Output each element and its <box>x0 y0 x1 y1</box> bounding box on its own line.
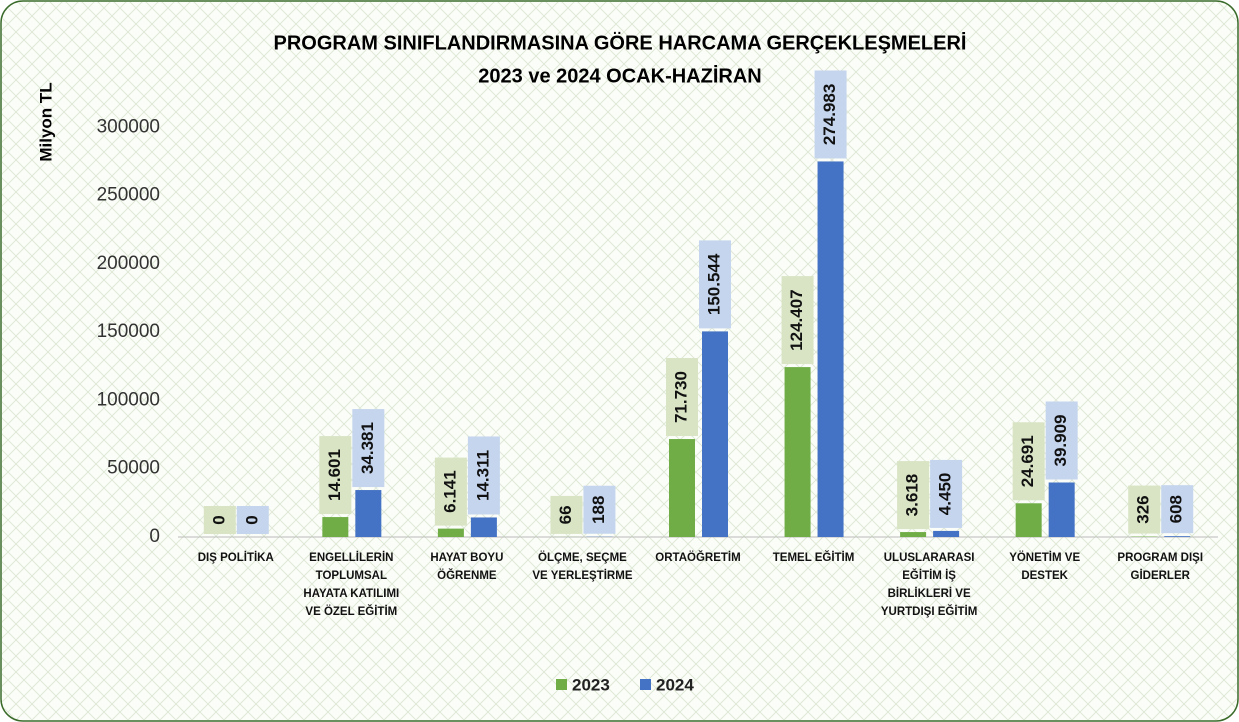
value-label: 0 <box>242 515 261 524</box>
value-label-box <box>897 461 930 530</box>
x-tick-label: ULUSLARARASI EĞİTİM İŞ BİRLİKLERİ VE YUR… <box>880 552 978 618</box>
chart-subtitle: 2023 ve 2024 OCAK-HAZİRAN <box>478 64 761 87</box>
legend-label: 2024 <box>656 675 694 694</box>
value-label: 66 <box>556 505 575 524</box>
y-tick-label: 300000 <box>97 116 160 137</box>
value-label: 326 <box>1134 495 1153 523</box>
value-label: 6.141 <box>440 470 459 513</box>
legend-label: 2023 <box>572 675 610 694</box>
y-tick-label: 50000 <box>107 458 160 479</box>
y-tick-label: 100000 <box>97 389 160 410</box>
x-tick-label: ORTAÖĞRETİM <box>655 552 741 564</box>
bar <box>933 530 960 537</box>
value-label-box <box>319 436 352 515</box>
value-label-box <box>467 436 500 515</box>
value-label-box <box>434 457 467 526</box>
y-tick-label: 250000 <box>97 185 160 206</box>
legend-swatch <box>640 679 651 690</box>
bar <box>1048 482 1075 537</box>
value-label-box <box>236 506 269 534</box>
value-label: 150.544 <box>704 253 723 315</box>
y-tick-label: 200000 <box>97 253 160 274</box>
value-label: 4.450 <box>936 473 955 516</box>
bar <box>322 517 349 537</box>
value-label: 14.311 <box>473 450 492 501</box>
value-label-box <box>814 70 847 159</box>
bar <box>817 161 844 537</box>
value-label-box <box>1128 485 1161 534</box>
value-label-box <box>1045 401 1078 480</box>
value-label: 24.691 <box>1018 435 1037 487</box>
value-label-box <box>550 495 583 534</box>
bar <box>470 517 497 537</box>
chart-title: PROGRAM SINIFLANDIRMASINA GÖRE HARCAMA G… <box>274 31 967 54</box>
value-label-box <box>1161 485 1194 534</box>
x-tick-label: ÖLÇME, SEÇME VE YERLEŞTİRME <box>532 552 633 582</box>
value-label: 71.730 <box>671 371 690 423</box>
bar <box>784 367 811 537</box>
x-tick-label: TEMEL EĞİTİM <box>772 552 855 564</box>
bar <box>1015 503 1042 537</box>
value-label: 39.909 <box>1051 414 1070 466</box>
value-label-box <box>781 276 814 365</box>
value-label: 608 <box>1167 495 1186 523</box>
bar <box>437 528 464 537</box>
value-label: 0 <box>209 515 228 524</box>
legend-swatch <box>556 679 567 690</box>
y-tick-label: 0 <box>149 526 160 547</box>
x-tick-label: DIŞ POLİTİKA <box>197 552 274 564</box>
value-label-box <box>666 358 698 437</box>
x-tick-label: ENGELLİLERİN TOPLUMSAL HAYATA KATILIMI V… <box>303 552 400 618</box>
value-label-box <box>583 485 616 534</box>
value-label-box <box>203 506 236 534</box>
value-label: 14.601 <box>325 449 344 501</box>
bar <box>900 532 927 537</box>
bar <box>355 490 382 537</box>
value-label: 188 <box>589 496 608 524</box>
x-tick-label: HAYAT BOYU ÖĞRENME <box>430 552 504 582</box>
bar <box>1164 536 1191 537</box>
value-label: 34.381 <box>358 422 377 474</box>
value-label: 124.407 <box>787 289 806 350</box>
value-label: 274.983 <box>820 84 839 145</box>
value-label: 3.618 <box>903 474 922 517</box>
x-tick-label: PROGRAM DIŞI GİDERLER <box>1117 552 1204 582</box>
value-label-box <box>1012 422 1045 501</box>
value-label-box <box>930 459 963 528</box>
y-tick-label: 150000 <box>97 321 160 342</box>
value-label-box <box>352 409 385 488</box>
value-label-box <box>699 240 731 329</box>
bar <box>702 331 728 537</box>
bar <box>669 439 695 537</box>
x-tick-label: YÖNETİM VE DESTEK <box>1009 552 1081 582</box>
y-axis-label: Milyon TL <box>36 82 55 161</box>
